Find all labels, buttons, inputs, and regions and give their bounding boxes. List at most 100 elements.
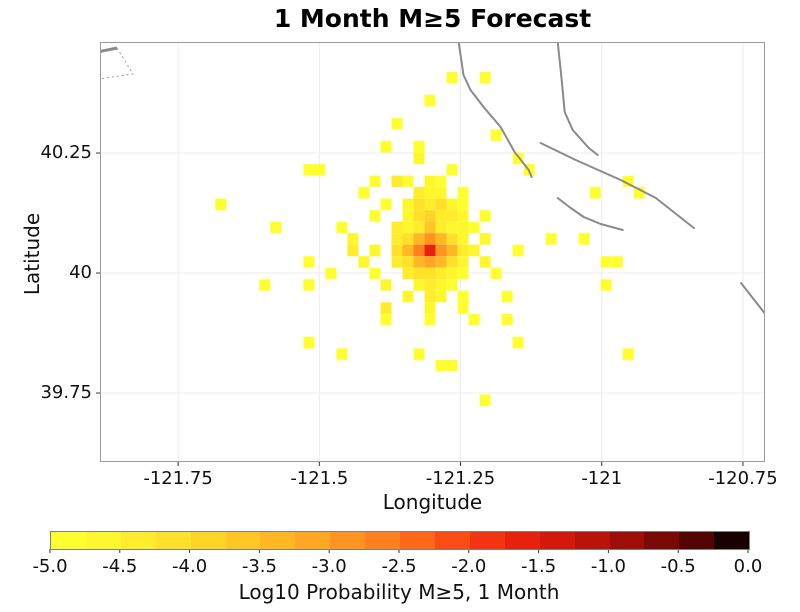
forecast-cell <box>457 221 469 234</box>
forecast-cell <box>413 141 425 153</box>
forecast-cell <box>512 336 524 349</box>
colorbar-segment <box>609 532 645 549</box>
forecast-cell <box>446 279 458 291</box>
forecast-cell <box>435 175 447 188</box>
colorbar-tick-label: -0.5 <box>660 556 696 577</box>
forecast-cell <box>435 233 447 245</box>
forecast-cell <box>369 244 381 257</box>
forecast-cell <box>501 290 513 303</box>
forecast-cell <box>446 71 458 84</box>
forecast-cell <box>457 187 469 199</box>
forecast-cell <box>413 233 425 245</box>
forecast-cell <box>391 233 403 245</box>
forecast-cell <box>424 256 436 268</box>
forecast-cell <box>380 302 392 314</box>
forecast-cell <box>358 256 370 268</box>
colorbar-segment <box>574 532 610 549</box>
forecast-cell <box>413 152 425 165</box>
forecast-cell <box>622 175 634 188</box>
forecast-cell <box>424 187 436 199</box>
forecast-cell <box>424 233 436 245</box>
forecast-cell <box>424 94 436 107</box>
colorbar-tick-label: -3.0 <box>311 556 347 577</box>
forecast-cell <box>424 175 436 188</box>
forecast-cell <box>501 313 513 326</box>
forecast-cell <box>413 267 425 280</box>
forecast-cell <box>413 348 425 360</box>
forecast-cell <box>435 221 447 234</box>
forecast-cell <box>479 71 491 84</box>
x-tick-label: -121.5 <box>290 468 349 489</box>
forecast-cell <box>578 233 590 245</box>
x-tick-label: -121.25 <box>425 468 496 489</box>
colorbar-segment <box>260 532 296 549</box>
forecast-cell <box>424 267 436 280</box>
forecast-cell <box>402 256 414 268</box>
forecast-cell <box>446 233 458 245</box>
x-axis-label: Longitude <box>382 490 483 514</box>
forecast-cell <box>435 210 447 222</box>
y-tick-label: 40 <box>69 262 92 284</box>
colorbar-label: Log10 Probability M≥5, 1 Month <box>238 580 560 604</box>
forecast-cell <box>468 244 480 257</box>
x-tick-label: -121 <box>581 468 623 489</box>
forecast-cell <box>490 129 502 142</box>
forecast-cell <box>380 313 392 326</box>
colorbar <box>50 531 750 550</box>
forecast-cell <box>369 175 381 188</box>
forecast-cell <box>424 244 436 257</box>
forecast-cell <box>303 336 315 349</box>
colorbar-tick-label: -1.5 <box>521 556 557 577</box>
forecast-cell <box>435 187 447 199</box>
colorbar-segment <box>469 532 505 549</box>
forecast-cell <box>336 348 348 360</box>
forecast-cell <box>402 233 414 245</box>
forecast-cell <box>457 244 469 257</box>
forecast-cell <box>380 198 392 211</box>
forecast-cell <box>446 359 458 372</box>
forecast-cell <box>413 244 425 257</box>
forecast-cell <box>402 221 414 234</box>
colorbar-segment <box>504 532 540 549</box>
colorbar-tick-label: -2.5 <box>381 556 417 577</box>
forecast-cell <box>303 256 315 268</box>
forecast-cell <box>413 256 425 268</box>
forecast-cell <box>446 164 458 176</box>
colorbar-segment <box>295 532 331 549</box>
forecast-cell <box>215 198 227 211</box>
x-tick-label: -121.75 <box>143 468 213 489</box>
forecast-cell <box>402 198 414 211</box>
forecast-cell <box>391 256 403 268</box>
colorbar-segment <box>155 532 191 549</box>
forecast-cell <box>413 210 425 222</box>
colorbar-segment <box>365 532 401 549</box>
forecast-cell <box>457 290 469 303</box>
forecast-cell <box>633 187 645 199</box>
fault-line <box>457 42 533 178</box>
forecast-cell <box>512 152 524 165</box>
forecast-cell <box>402 244 414 257</box>
colorbar-segment <box>714 532 750 549</box>
forecast-cell <box>435 359 447 372</box>
forecast-cell <box>457 302 469 314</box>
forecast-cell <box>413 279 425 291</box>
colorbar-tick-label: -1.0 <box>590 556 626 577</box>
forecast-cell <box>435 267 447 280</box>
forecast-cell <box>259 279 271 291</box>
forecast-cell <box>413 221 425 234</box>
forecast-cell <box>490 267 502 280</box>
forecast-cell <box>391 221 403 234</box>
forecast-cell <box>512 244 524 257</box>
colorbar-tick-label: -3.5 <box>241 556 277 577</box>
forecast-cell <box>622 348 634 360</box>
figure-title: 1 Month M≥5 Forecast <box>273 4 592 33</box>
colorbar-tick-label: -2.0 <box>451 556 487 577</box>
forecast-cell <box>380 279 392 291</box>
forecast-cell <box>325 267 337 280</box>
forecast-cell <box>380 141 392 153</box>
forecast-cell <box>336 221 348 234</box>
x-tick-label: -120.75 <box>708 468 778 489</box>
forecast-cell <box>479 210 491 222</box>
colorbar-segment <box>679 532 715 549</box>
